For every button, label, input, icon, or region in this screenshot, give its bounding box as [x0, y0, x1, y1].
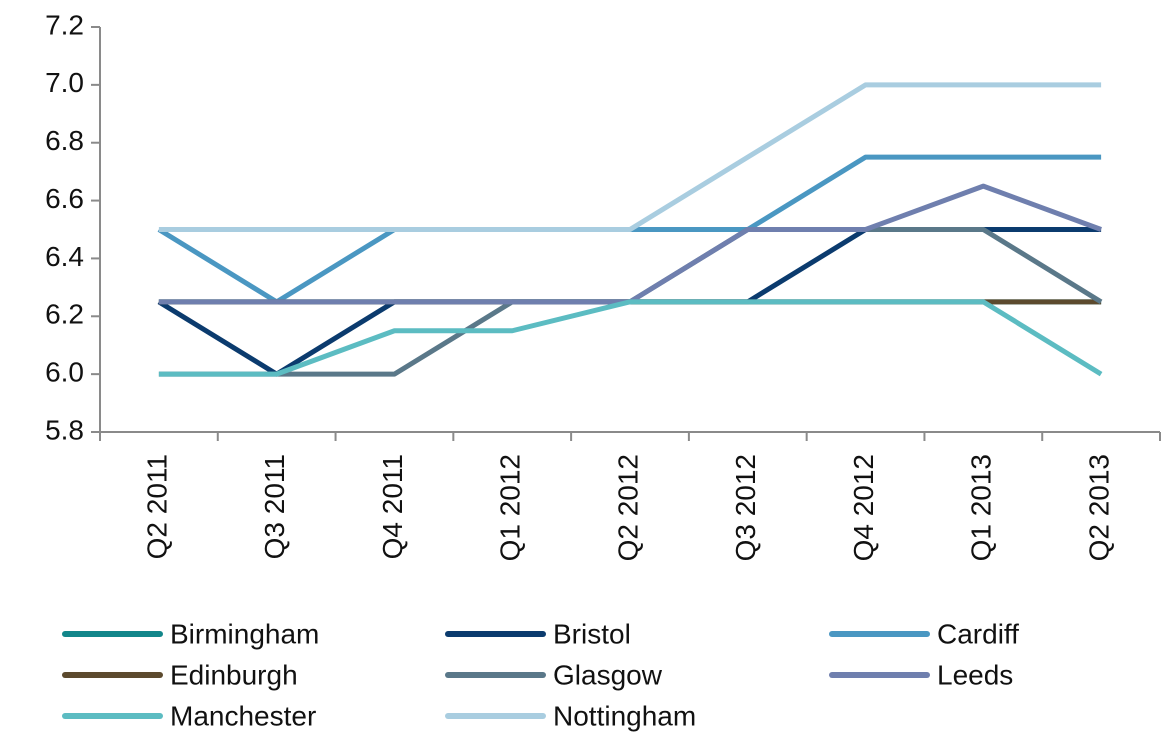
x-tick-label: Q1 2013 [966, 454, 997, 561]
y-tick-label: 6.2 [45, 299, 84, 330]
legend-label: Bristol [553, 618, 631, 649]
y-tick-label: 6.4 [45, 241, 84, 272]
legend-label: Manchester [170, 700, 316, 731]
x-tick-label: Q2 2012 [612, 454, 643, 561]
x-tick-label: Q4 2012 [848, 454, 879, 561]
legend-label: Leeds [937, 659, 1013, 690]
x-tick-label: Q4 2011 [377, 454, 408, 559]
x-tick-label: Q3 2011 [259, 454, 290, 559]
x-tick-label: Q3 2012 [730, 454, 761, 561]
x-tick-label: Q2 2011 [141, 454, 172, 559]
y-tick-label: 7.0 [45, 67, 84, 98]
legend-label: Birmingham [170, 618, 319, 649]
y-tick-label: 6.6 [45, 183, 84, 214]
y-tick-label: 7.2 [45, 9, 84, 40]
series-line [158, 82, 1102, 232]
y-tick-label: 6.8 [45, 125, 84, 156]
legend-label: Cardiff [937, 618, 1019, 649]
x-tick-label: Q2 2013 [1084, 454, 1115, 561]
series-line [158, 299, 1103, 377]
legend-label: Glasgow [553, 659, 663, 690]
x-tick-label: Q1 2012 [495, 454, 526, 561]
legend-label: Edinburgh [170, 659, 298, 690]
y-tick-label: 5.8 [45, 414, 84, 445]
y-tick-label: 6.0 [45, 357, 84, 388]
legend-label: Nottingham [553, 700, 696, 731]
